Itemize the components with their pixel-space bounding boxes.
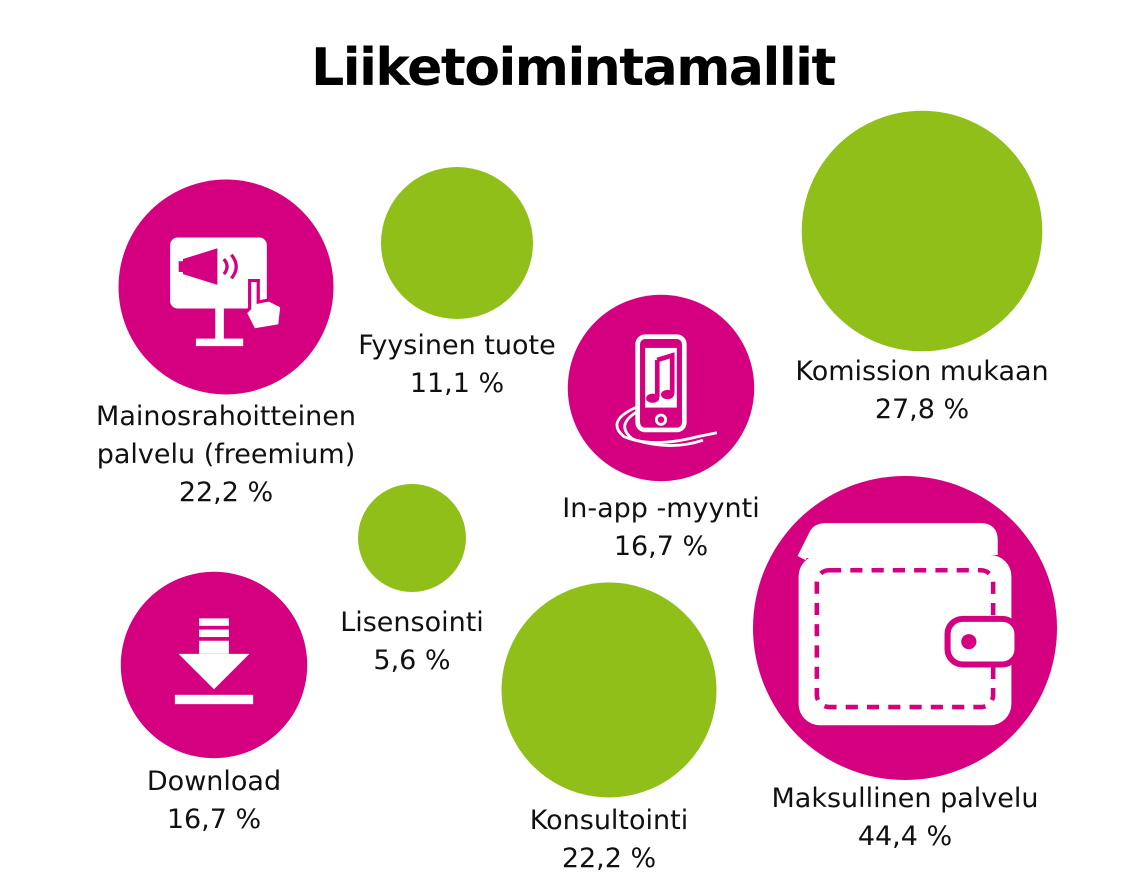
billboard-megaphone-touch-icon (170, 237, 284, 347)
bubble-name: Komission mukaan (795, 356, 1049, 387)
bubble-6 (501, 582, 717, 798)
download-icon (174, 618, 254, 705)
bubble-name: Maksullinen palvelu (771, 783, 1039, 814)
wallet-icon (797, 523, 1021, 726)
chart-title: Liiketoimintamallit (311, 38, 836, 98)
bubble-circle (501, 582, 717, 798)
bubble-label: Maksullinen palvelu 44,4 % (772, 780, 1039, 856)
bubble-label: In-app -myynti 16,7 % (562, 490, 759, 566)
bubble-label: Konsultointi 22,2 % (530, 802, 688, 878)
bubble-label: Mainosrahoitteinen palvelu (freemium) 22,2… (96, 398, 356, 512)
bubble-1 (381, 167, 533, 319)
bubble-name: Download (146, 766, 282, 797)
bubble-label: Download 16,7 % (147, 763, 281, 839)
bubble-name: Fyysinen tuote (358, 330, 556, 361)
bubble-3 (801, 110, 1043, 352)
bubble-4 (358, 484, 466, 592)
bubble-0 (118, 179, 334, 395)
bubble-value-label: 22,2 % (561, 843, 657, 874)
bubble-value-label: 5,6 % (373, 645, 451, 676)
bubble-value-label: 27,8 % (874, 394, 970, 425)
bubble-value-label: 16,7 % (613, 531, 709, 562)
bubble-circle (381, 167, 533, 319)
bubble-7 (753, 476, 1057, 780)
bubble-5 (120, 571, 308, 759)
smartphone-music-icon (615, 334, 718, 447)
bubble-label: Komission mukaan 27,8 % (795, 353, 1048, 429)
bubble-2 (567, 294, 755, 482)
bubble-value-label: 44,4 % (857, 821, 953, 852)
bubble-circle (358, 484, 466, 592)
bubble-name: palvelu (freemium) (96, 439, 356, 470)
bubble-value-label: 22,2 % (178, 477, 274, 508)
bubble-label: Lisensointi 5,6 % (340, 604, 484, 680)
bubble-name: Lisensointi (340, 607, 484, 638)
bubble-circle (801, 110, 1043, 352)
bubble-name: Konsultointi (529, 805, 689, 836)
bubble-name: In-app -myynti (562, 493, 760, 524)
bubble-name: Mainosrahoitteinen (96, 401, 356, 432)
bubble-value-label: 16,7 % (166, 804, 262, 835)
bubble-value-label: 11,1 % (409, 368, 505, 399)
bubble-label: Fyysinen tuote 11,1 % (358, 327, 555, 403)
